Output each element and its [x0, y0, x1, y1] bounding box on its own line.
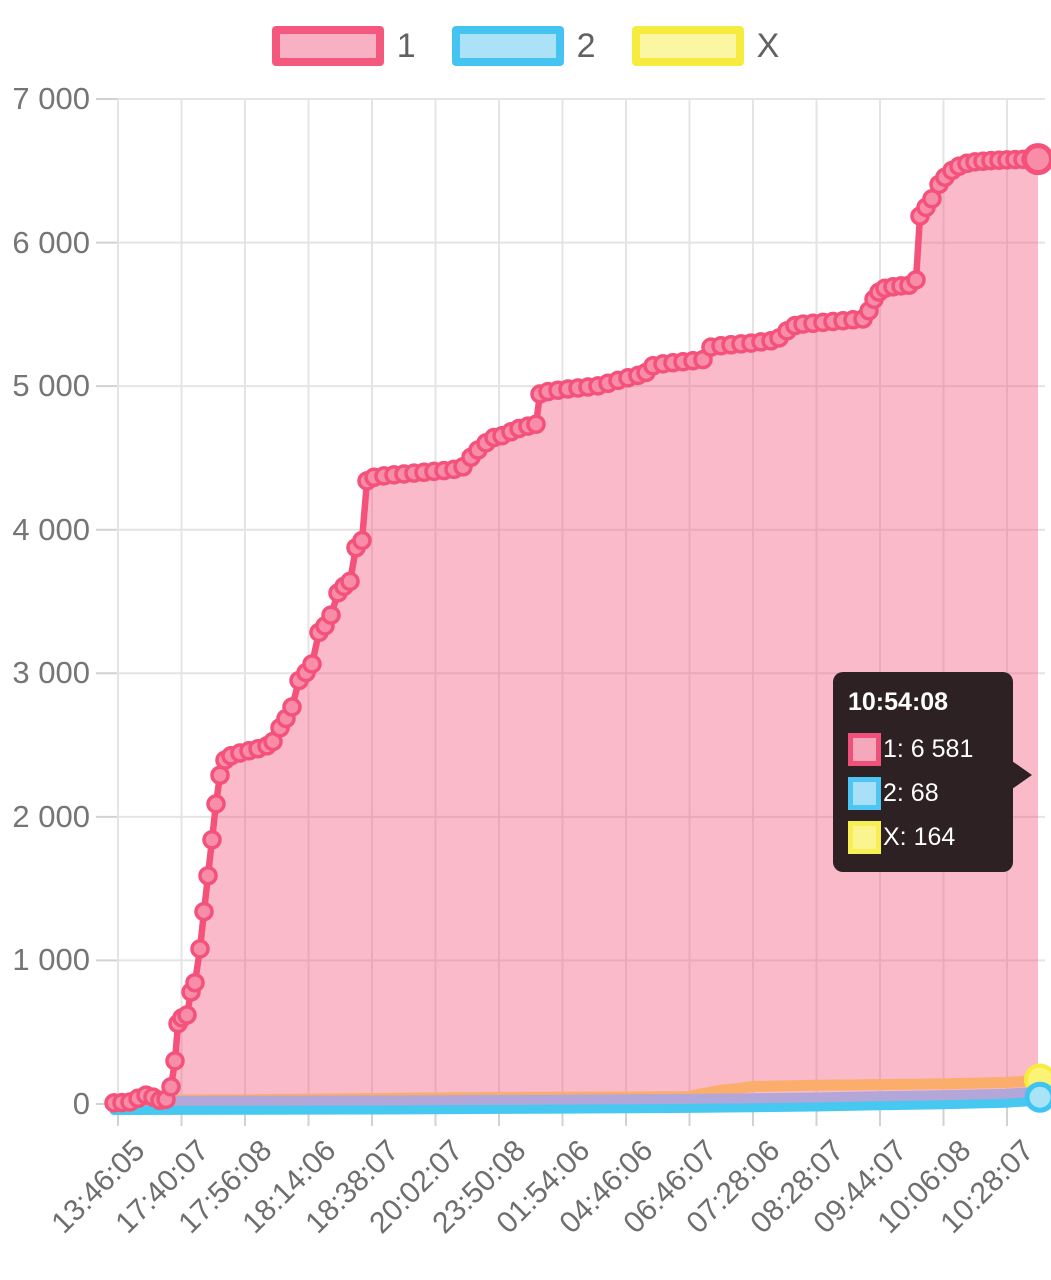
legend-swatch-icon	[271, 26, 384, 66]
y-tick-label: 3 000	[12, 655, 90, 691]
y-tick-label: 7 000	[12, 81, 90, 116]
tooltip-value: 2: 68	[883, 779, 939, 807]
tooltip-swatch-icon	[848, 777, 881, 810]
series-1-area	[114, 159, 1038, 1104]
tooltip-swatch-icon	[848, 733, 881, 766]
legend-label: X	[756, 26, 780, 65]
y-tick-label: 5 000	[12, 368, 90, 404]
tooltip-caret-icon	[1012, 761, 1032, 789]
series-2-marker-band	[113, 1086, 1039, 1108]
series-1-end-marker	[1022, 143, 1051, 176]
tooltip-value: X: 164	[883, 823, 956, 851]
y-tick-label: 4 000	[12, 511, 90, 547]
chart-legend: 1 2 X	[0, 26, 1051, 66]
tooltip-title: 10:54:08	[848, 688, 949, 716]
series-2-end-marker	[1024, 1081, 1051, 1113]
legend-item-X[interactable]: X	[631, 26, 780, 66]
legend-item-2[interactable]: 2	[451, 26, 596, 66]
series-2-line	[109, 1096, 1043, 1116]
tooltip-value: 1: 6 581	[883, 735, 974, 763]
legend-swatch-icon	[451, 26, 564, 66]
legend-label: 2	[576, 26, 596, 65]
tooltip-row: 1: 6 581	[848, 733, 999, 766]
tooltip-row: X: 164	[848, 821, 999, 854]
y-tick-label: 1 000	[12, 942, 90, 978]
tooltip-row: 2: 68	[848, 777, 999, 810]
legend-item-1[interactable]: 1	[271, 26, 416, 66]
tooltip-swatch-icon	[848, 821, 881, 854]
chart-tooltip: 10:54:08 1: 6 581 2: 68 X: 164	[833, 672, 1032, 872]
y-tick-label: 6 000	[12, 224, 90, 260]
legend-label: 1	[396, 26, 416, 65]
legend-swatch-icon	[631, 26, 744, 66]
series-1-markers	[104, 149, 1048, 1113]
y-tick-label: 0	[72, 1086, 90, 1121]
tooltip-rows: 1: 6 581 2: 68 X: 164	[848, 733, 999, 854]
y-tick-label: 2 000	[12, 798, 90, 834]
